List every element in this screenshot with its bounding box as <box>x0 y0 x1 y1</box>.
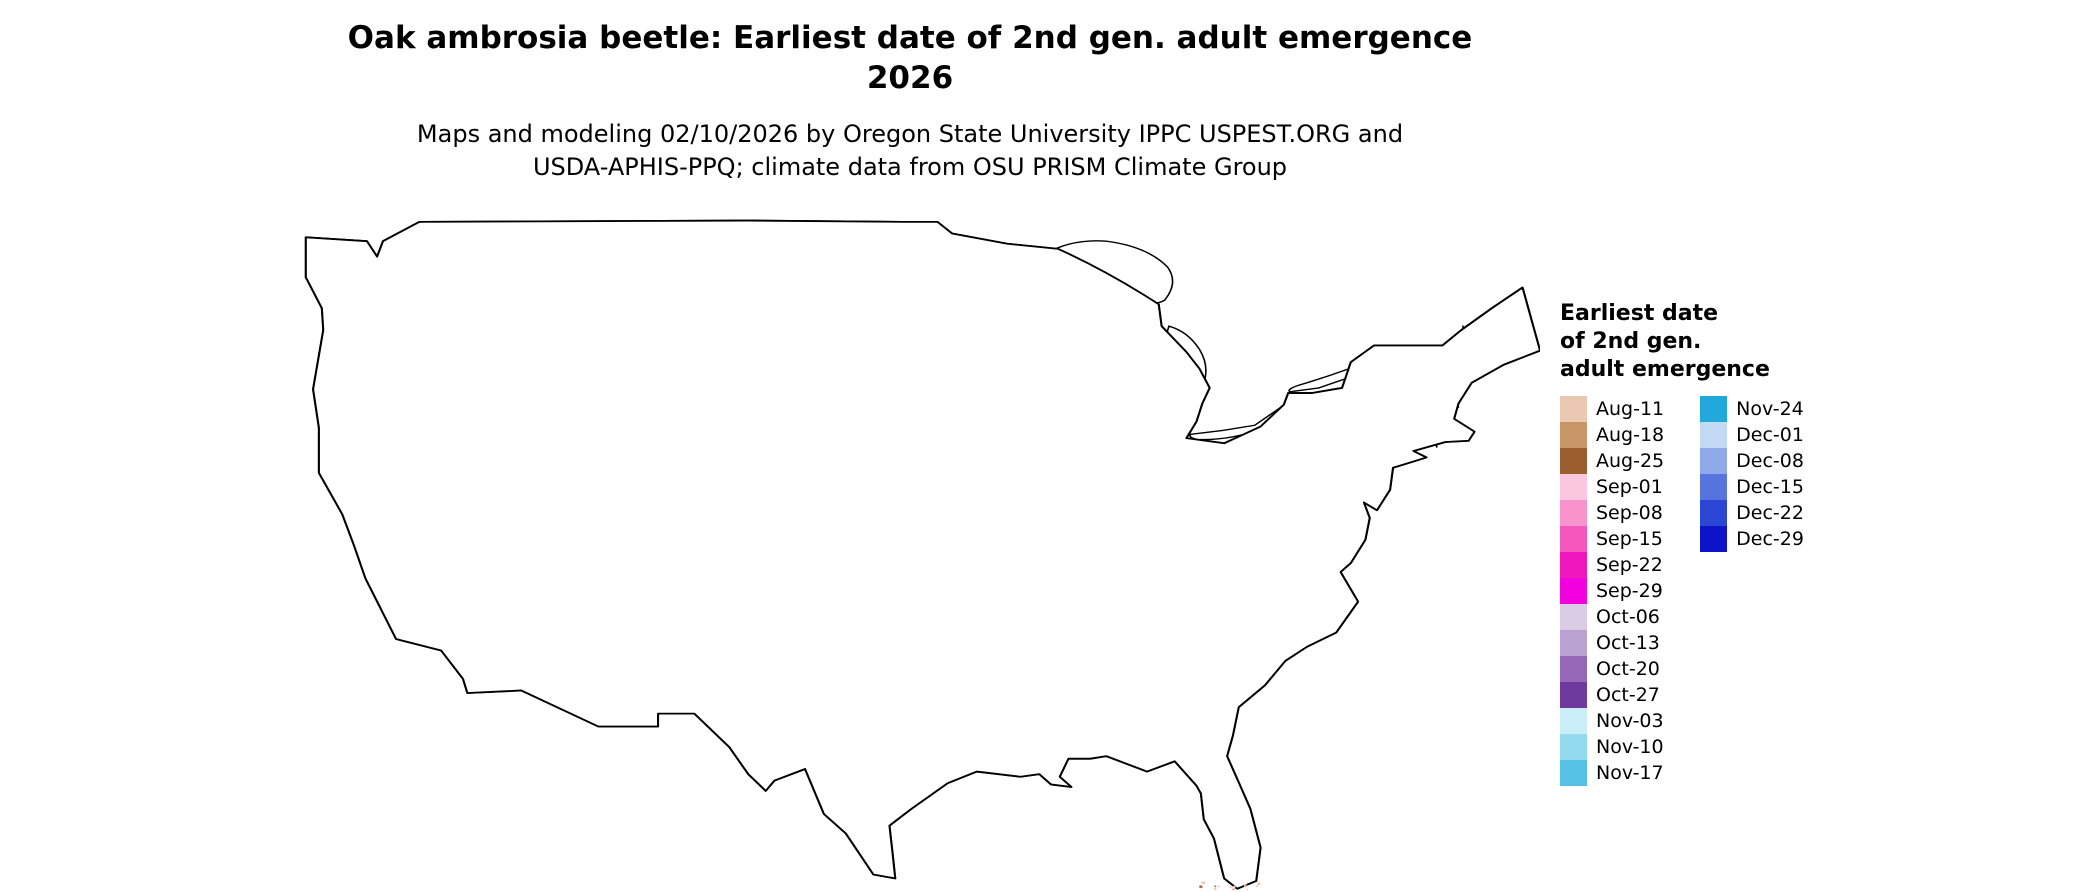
legend-swatch <box>1560 552 1587 578</box>
legend-swatch <box>1560 422 1587 448</box>
legend-swatch <box>1700 422 1728 448</box>
legend-swatch <box>1560 500 1587 526</box>
florida-keys-dots <box>1199 881 1261 890</box>
legend-label: Nov-03 <box>1596 710 1664 732</box>
legend-label: Nov-10 <box>1596 736 1664 758</box>
legend-label: Oct-20 <box>1596 658 1660 680</box>
legend-label: Sep-01 <box>1596 476 1663 498</box>
page-subtitle-line2: USDA-APHIS-PPQ; climate data from OSU PR… <box>532 153 1288 181</box>
legend-swatch <box>1560 396 1587 422</box>
legend-entry: Nov-10 <box>1560 734 1664 760</box>
legend-entry: Nov-03 <box>1560 708 1664 734</box>
legend-swatch <box>1560 656 1587 682</box>
legend-title-line2: of 2nd gen. <box>1560 329 1702 354</box>
legend-title-line1: Earliest date <box>1560 301 1719 326</box>
legend-entry: Dec-29 <box>1700 526 1804 552</box>
legend-entry: Dec-08 <box>1700 448 1804 474</box>
legend-entry: Aug-25 <box>1560 448 1664 474</box>
legend-label: Sep-15 <box>1596 528 1663 550</box>
legend-entry: Sep-08 <box>1560 500 1664 526</box>
legend-entry: Sep-15 <box>1560 526 1664 552</box>
legend-entry: Dec-22 <box>1700 500 1804 526</box>
legend-column: Nov-24 Dec-01 Dec-08 Dec-15 Dec-22 Dec-29 <box>1700 396 1804 552</box>
legend-swatch <box>1700 500 1728 526</box>
legend-swatch <box>1700 396 1728 422</box>
legend-label: Oct-13 <box>1596 632 1660 654</box>
legend-swatch <box>1560 760 1587 786</box>
legend-label: Aug-25 <box>1596 450 1665 472</box>
legend-entry: Sep-01 <box>1560 474 1664 500</box>
legend-entry: Sep-29 <box>1560 578 1664 604</box>
legend-label: Dec-15 <box>1736 476 1804 498</box>
legend-swatch <box>1700 448 1728 474</box>
legend-entry: Nov-17 <box>1560 760 1664 786</box>
legend-entry: Sep-22 <box>1560 552 1664 578</box>
legend-columns: Aug-11 Aug-18 Aug-25 Sep-01 Sep-08 Sep-15 Sep-… <box>1560 396 1804 786</box>
legend-label: Dec-01 <box>1736 424 1804 446</box>
legend-swatch <box>1560 630 1587 656</box>
legend-entry: Oct-27 <box>1560 682 1664 708</box>
legend-swatch <box>1560 448 1587 474</box>
legend-swatch <box>1560 526 1587 552</box>
legend-swatch <box>1560 604 1587 630</box>
legend-swatch <box>1560 734 1587 760</box>
legend-swatch <box>1560 682 1587 708</box>
legend-swatch <box>1700 474 1728 500</box>
legend-entry: Dec-15 <box>1700 474 1804 500</box>
legend-label: Sep-08 <box>1596 502 1663 524</box>
legend-label: Nov-17 <box>1596 762 1664 784</box>
header: Oak ambrosia beetle: Earliest date of 2n… <box>0 18 1820 184</box>
country-outline-stroke <box>304 219 1540 890</box>
legend-label: Sep-29 <box>1596 580 1663 602</box>
us-map <box>304 219 1540 890</box>
legend-label: Oct-06 <box>1596 606 1660 628</box>
legend-swatch <box>1560 578 1587 604</box>
legend-entry: Oct-20 <box>1560 656 1664 682</box>
legend-entry: Aug-18 <box>1560 422 1664 448</box>
page-subtitle-line1: Maps and modeling 02/10/2026 by Oregon S… <box>416 120 1404 148</box>
legend-swatch <box>1700 526 1728 552</box>
page-title-line1: Oak ambrosia beetle: Earliest date of 2n… <box>347 20 1473 56</box>
legend-entry: Aug-11 <box>1560 396 1664 422</box>
legend-label: Oct-27 <box>1596 684 1660 706</box>
legend-entry: Dec-01 <box>1700 422 1804 448</box>
legend-entry: Oct-13 <box>1560 630 1664 656</box>
legend-swatch <box>1560 708 1587 734</box>
legend: Earliest date of 2nd gen. adult emergenc… <box>1560 300 1804 786</box>
legend-label: Dec-29 <box>1736 528 1804 550</box>
legend-column: Aug-11 Aug-18 Aug-25 Sep-01 Sep-08 Sep-15 Sep-… <box>1560 396 1664 786</box>
legend-entry: Oct-06 <box>1560 604 1664 630</box>
page-title-line2: 2026 <box>866 60 954 96</box>
legend-label: Dec-08 <box>1736 450 1804 472</box>
legend-entry: Nov-24 <box>1700 396 1804 422</box>
legend-label: Dec-22 <box>1736 502 1804 524</box>
us-map-figure <box>300 218 1540 890</box>
legend-title-line3: adult emergence <box>1560 357 1770 382</box>
legend-label: Nov-24 <box>1736 398 1804 420</box>
legend-label: Sep-22 <box>1596 554 1663 576</box>
legend-label: Aug-18 <box>1596 424 1665 446</box>
legend-swatch <box>1560 474 1587 500</box>
legend-label: Aug-11 <box>1596 398 1665 420</box>
page-subtitle: Maps and modeling 02/10/2026 by Oregon S… <box>0 118 1820 184</box>
